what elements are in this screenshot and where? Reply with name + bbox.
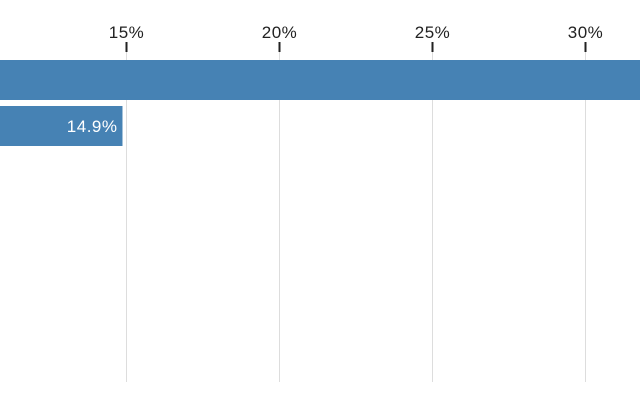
x-tick-label: 25% [415,23,451,42]
bar [0,60,640,100]
x-axis: 15% 20% 25% 30% [109,23,604,52]
bar-value-label: 14.9% [67,117,118,136]
data-labels: 14.9% [67,117,118,136]
x-tick-label: 15% [109,23,145,42]
bars [0,60,640,146]
x-tick-label: 30% [568,23,604,42]
bar [0,106,123,146]
x-tick-label: 20% [262,23,298,42]
gridlines [126,52,586,382]
